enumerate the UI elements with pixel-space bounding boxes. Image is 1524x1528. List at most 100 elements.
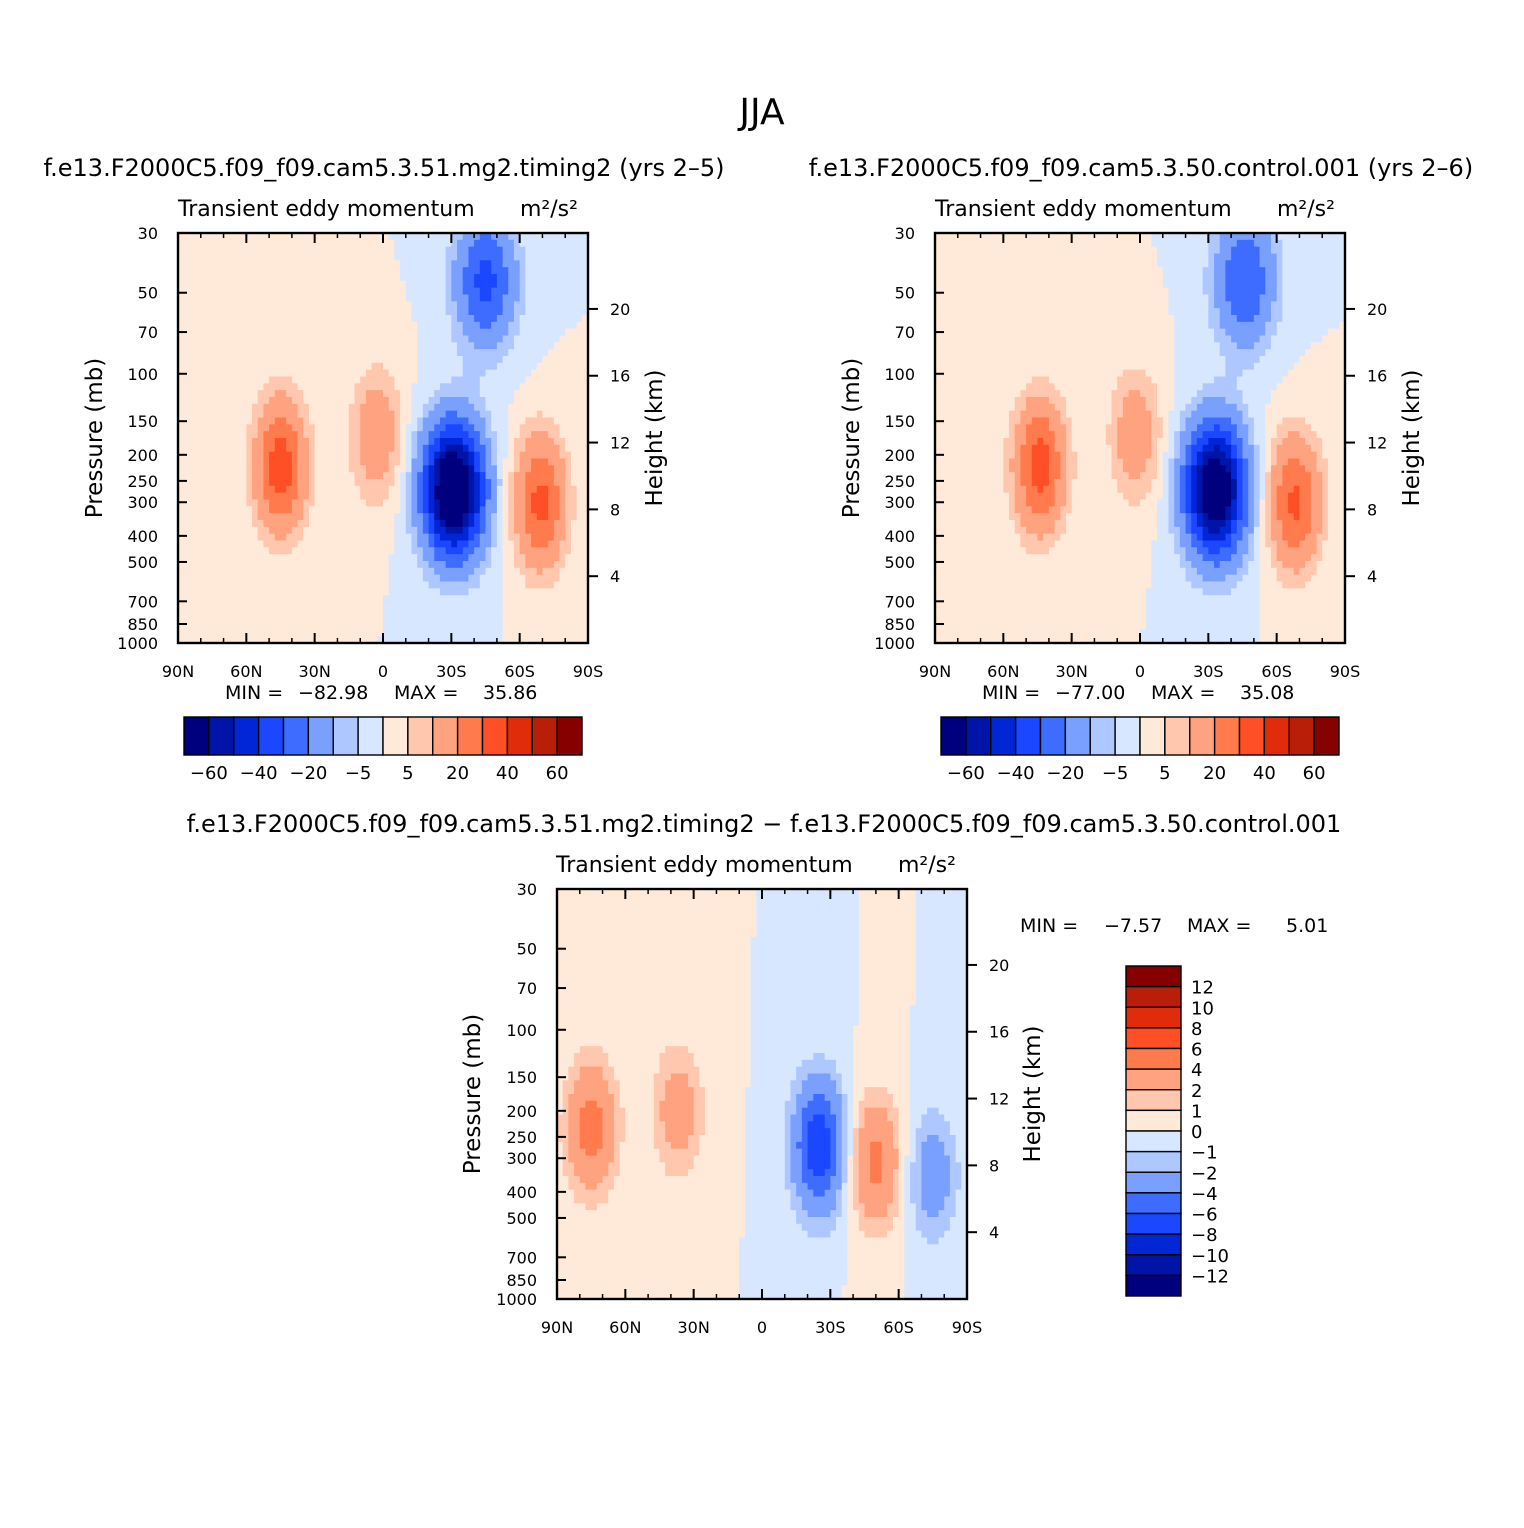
panel1-cell [463, 315, 469, 322]
panel1-cell [332, 240, 338, 247]
panel1-cell [195, 500, 201, 507]
panel1-cell [497, 267, 503, 274]
panel2-cell [1243, 240, 1249, 247]
panel1-cell [252, 301, 258, 308]
panel1-cell [491, 383, 497, 390]
panel1-cell [480, 274, 486, 281]
panel1-cell [474, 363, 480, 370]
panel1-cell [246, 418, 252, 425]
panel1-cell [491, 493, 497, 500]
panel1-htick-label: 4 [610, 567, 620, 586]
panel1-cell [343, 349, 349, 356]
panel2-cell [1288, 247, 1294, 254]
panel1-cell [383, 247, 389, 254]
panel1-cell [246, 486, 252, 493]
panel1-cell [366, 561, 372, 568]
panel1-cell [503, 404, 509, 411]
panel1-cell [560, 247, 566, 254]
panel1-cell [298, 370, 304, 377]
panel1-cell [372, 629, 378, 636]
panel1-cell [474, 342, 480, 349]
panel1-cell [468, 254, 474, 261]
panel1-cell [320, 329, 326, 336]
panel1-cell [554, 506, 560, 513]
panel2-cell [1049, 254, 1055, 261]
panel1-cell [263, 520, 269, 527]
panel1-cell [360, 260, 366, 267]
panel2-cell [1049, 247, 1055, 254]
panel1-cell [246, 472, 252, 479]
panel1-cell [332, 383, 338, 390]
panel1-cell [400, 554, 406, 561]
panel1-cell [468, 260, 474, 267]
panel1-cell [514, 479, 520, 486]
panel1-cell [315, 547, 321, 554]
panel1-cell [201, 322, 207, 329]
panel2-cell [952, 254, 958, 261]
panel1-cell [474, 240, 480, 247]
panel1-cell [360, 431, 366, 438]
panel1-cell [423, 445, 429, 452]
panel1-cell [474, 438, 480, 445]
panel1-cell [554, 329, 560, 336]
panel1-cell [400, 274, 406, 281]
panel1-cell [337, 397, 343, 404]
panel1-cell [565, 465, 571, 472]
panel1-cell [377, 513, 383, 520]
panel1-ytick-label: 30 [138, 224, 158, 243]
panel1-cell [468, 616, 474, 623]
panel1-cell [360, 575, 366, 582]
panel1-cell [531, 534, 537, 541]
panel1-cell [503, 322, 509, 329]
panel1-cell [411, 534, 417, 541]
panel2-cell [1055, 240, 1061, 247]
panel1-cell [480, 534, 486, 541]
panel1-cell [189, 527, 195, 534]
panel1-cell [486, 561, 492, 568]
panel1-cell [491, 377, 497, 384]
panel1-cell [184, 336, 190, 343]
panel1-cell [366, 247, 372, 254]
panel1-cell [343, 500, 349, 507]
panel1-cell [514, 561, 520, 568]
panel1-cell [417, 500, 423, 507]
panel1-cell [218, 342, 224, 349]
panel2-cell [941, 274, 947, 281]
panel1-cell [326, 329, 332, 336]
panel1-cell [377, 247, 383, 254]
panel1-cell [383, 472, 389, 479]
panel1-cell [411, 595, 417, 602]
panel1-cell [218, 301, 224, 308]
panel1-cell [184, 568, 190, 575]
panel1-cell [542, 582, 548, 589]
panel1-cell [355, 554, 361, 561]
panel1-cell [201, 609, 207, 616]
panel1-cell [440, 349, 446, 356]
panel1-cell [548, 267, 554, 274]
panel1-cell [326, 493, 332, 500]
panel1-cell [520, 534, 526, 541]
panel1-cell [389, 452, 395, 459]
panel1-cell [446, 329, 452, 336]
panel1-cell [258, 308, 264, 315]
panel1-cell [394, 336, 400, 343]
panel1-cell [263, 397, 269, 404]
panel1-cell [332, 438, 338, 445]
panel1-cell [383, 342, 389, 349]
panel1-cell [201, 486, 207, 493]
panel1-cell [275, 240, 281, 247]
panel1-cell [286, 411, 292, 418]
panel1-cell [514, 274, 520, 281]
panel1-cell [446, 377, 452, 384]
panel1-cell [246, 315, 252, 322]
panel1-cell [571, 616, 577, 623]
panel1-cell [440, 561, 446, 568]
panel1-cell [400, 595, 406, 602]
panel1-cell [195, 322, 201, 329]
panel1-cell [315, 568, 321, 575]
panel1-cell [577, 329, 583, 336]
panel1-cell [514, 541, 520, 548]
panel1-cell [560, 541, 566, 548]
panel1-cell [241, 561, 247, 568]
panel1-cell [560, 486, 566, 493]
